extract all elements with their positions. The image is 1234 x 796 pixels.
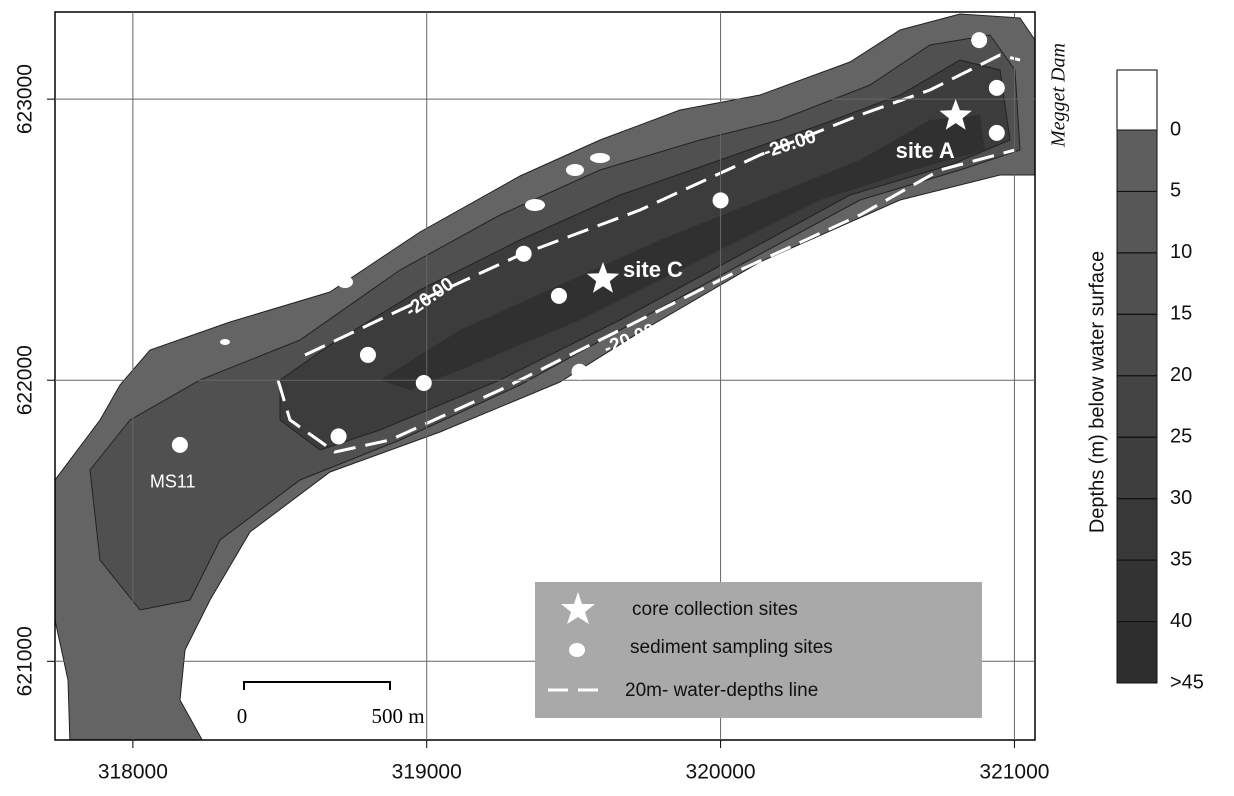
- site-label: site C: [623, 257, 683, 282]
- x-tick-label: 318000: [98, 761, 168, 784]
- sampling-site: [989, 80, 1005, 96]
- x-tick-label: 319000: [392, 761, 462, 784]
- colorbar-tick-label: 20: [1170, 364, 1192, 386]
- legend-label: 20m- water-depths line: [625, 680, 818, 701]
- legend-dot: [569, 643, 585, 657]
- colorbar-top: [1117, 70, 1157, 130]
- site-label: MS11: [150, 472, 196, 492]
- colorbar-band: [1117, 314, 1157, 375]
- x-tick-label: 320000: [686, 761, 756, 784]
- sampling-site: [416, 375, 432, 391]
- colorbar-title: Depths (m) below water surface: [1086, 251, 1108, 533]
- colorbar-tick-label: 25: [1170, 426, 1192, 448]
- sampling-site: [331, 428, 347, 444]
- sampling-site: [360, 347, 376, 363]
- colorbar-band: [1117, 622, 1157, 683]
- y-tick-label: 622000: [14, 345, 37, 415]
- sampling-site: [989, 125, 1005, 141]
- sampling-site: [713, 192, 729, 208]
- dam-label: Megget Dam: [1048, 43, 1070, 148]
- colorbar-tick-label: 15: [1170, 303, 1192, 325]
- x-tick-label: 321000: [979, 761, 1049, 784]
- sampling-site: [971, 32, 987, 48]
- legend: core collection sites sediment sampling …: [535, 582, 982, 718]
- map-figure: -20.00 -20.00 -20.00 Megget Dam MS11site…: [0, 0, 1234, 791]
- colorbar-band: [1117, 376, 1157, 437]
- colorbar-tick-label: 35: [1170, 548, 1192, 570]
- sampling-site: [172, 437, 188, 453]
- colorbar-band: [1117, 499, 1157, 560]
- colorbar-tick-label: 30: [1170, 487, 1192, 509]
- sampling-site: [551, 288, 567, 304]
- legend-label: sediment sampling sites: [630, 637, 833, 658]
- colorbar-tick-label: 5: [1170, 180, 1181, 202]
- scale-start: 0: [237, 704, 248, 728]
- colorbar-band: [1117, 560, 1157, 621]
- site-label: site A: [896, 138, 955, 163]
- colorbar-band: [1117, 253, 1157, 314]
- colorbar-band: [1117, 437, 1157, 498]
- colorbar-band: [1117, 191, 1157, 252]
- y-tick-label: 621000: [14, 626, 37, 696]
- colorbar-tick-label: 40: [1170, 610, 1192, 632]
- colorbar-tick-label: 0: [1170, 118, 1181, 140]
- y-tick-label: 623000: [14, 64, 37, 134]
- sampling-site: [516, 246, 532, 262]
- colorbar: [1117, 70, 1157, 683]
- legend-label: core collection sites: [632, 599, 798, 620]
- sampling-site: [572, 364, 588, 380]
- colorbar-tick-label: >45: [1170, 671, 1204, 693]
- colorbar-tick-label: 10: [1170, 241, 1192, 263]
- scale-end: 500 m: [371, 704, 424, 728]
- colorbar-band: [1117, 130, 1157, 191]
